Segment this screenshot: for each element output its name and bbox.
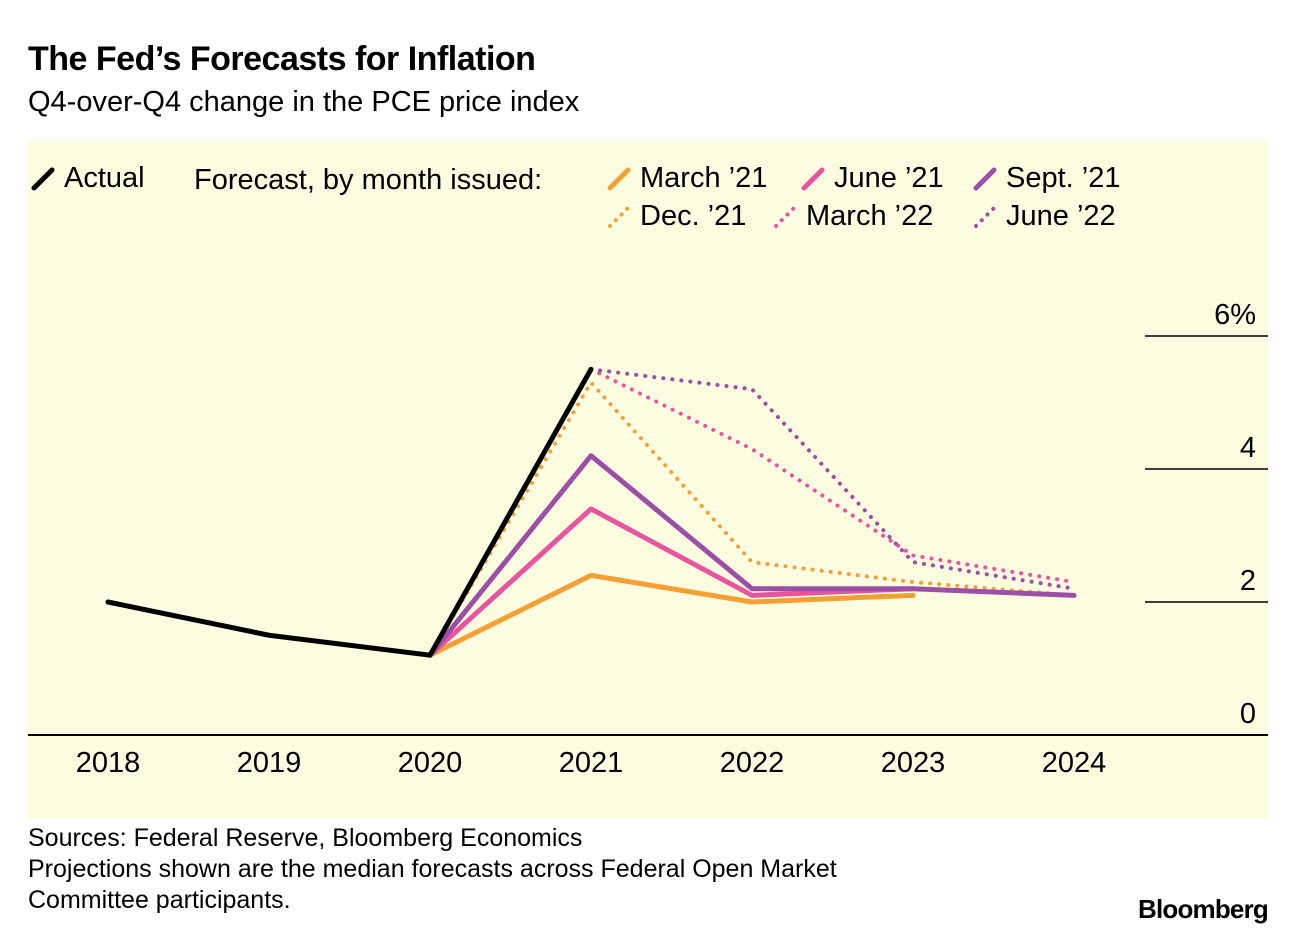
x-tick-label: 2018 bbox=[76, 747, 141, 779]
y-tick-label: 6% bbox=[1214, 299, 1256, 331]
x-tick-label: 2021 bbox=[559, 747, 624, 779]
y-tick-label: 2 bbox=[1240, 565, 1256, 597]
legend-swatch-icon bbox=[607, 167, 631, 190]
legend-label: March ’21 bbox=[640, 162, 768, 194]
legend-item-4: Dec. ’21 bbox=[606, 202, 746, 231]
y-tick-label: 4 bbox=[1240, 432, 1256, 464]
legend-label: June ’21 bbox=[834, 162, 944, 194]
legend-item-actual: Actual bbox=[30, 164, 145, 193]
source-line-1: Sources: Federal Reserve, Bloomberg Econ… bbox=[28, 824, 583, 852]
x-tick-label: 2023 bbox=[881, 747, 946, 779]
x-tick-label: 2022 bbox=[720, 747, 785, 779]
legend-label: Dec. ’21 bbox=[640, 200, 747, 232]
source-line-2: Projections shown are the median forecas… bbox=[28, 855, 837, 883]
series-line-3 bbox=[427, 506, 916, 658]
legend-item-3: Sept. ’21 bbox=[972, 164, 1120, 193]
legend-label: March ’22 bbox=[806, 200, 934, 232]
x-tick-label: 2019 bbox=[237, 747, 302, 779]
series-line-4 bbox=[427, 453, 1077, 658]
legend-label: June ’22 bbox=[1006, 200, 1116, 232]
series-line-2 bbox=[427, 572, 916, 658]
chart-source: Sources: Federal Reserve, Bloomberg Econ… bbox=[28, 823, 837, 916]
bloomberg-logo: Bloomberg bbox=[1137, 894, 1269, 924]
legend-swatch-icon bbox=[973, 167, 997, 190]
chart-subtitle: Q4-over-Q4 change in the PCE price index bbox=[28, 86, 580, 118]
legend-actual-label: Actual bbox=[64, 162, 145, 194]
source-line-3: Committee participants. bbox=[28, 886, 291, 914]
series-line-7 bbox=[589, 367, 1076, 591]
legend-item-2: June ’21 bbox=[800, 164, 944, 193]
line-chart: 0 2 4 6% 2018 2019 2020 2021 2022 2023 2024 bbox=[28, 299, 1268, 779]
chart-title: The Fed’s Forecasts for Inflation bbox=[28, 40, 536, 78]
legend-actual-swatch-icon bbox=[31, 167, 55, 190]
chart-panel: Actual Forecast, by month issued: March … bbox=[28, 140, 1268, 818]
y-tick-label: 0 bbox=[1240, 698, 1256, 730]
legend-item-1: March ’21 bbox=[606, 164, 767, 193]
legend-item-6: June ’22 bbox=[972, 202, 1116, 231]
legend-item-5: March ’22 bbox=[772, 202, 933, 231]
series-line-1 bbox=[105, 366, 594, 658]
legend-label: Sept. ’21 bbox=[1006, 162, 1121, 194]
series-line-5 bbox=[428, 380, 1076, 658]
series-line-6 bbox=[589, 367, 1076, 585]
legend-swatch-icon bbox=[801, 167, 825, 190]
x-tick-label: 2024 bbox=[1042, 747, 1107, 779]
x-tick-label: 2020 bbox=[398, 747, 463, 779]
legend-forecast-caption: Forecast, by month issued: bbox=[194, 164, 543, 196]
